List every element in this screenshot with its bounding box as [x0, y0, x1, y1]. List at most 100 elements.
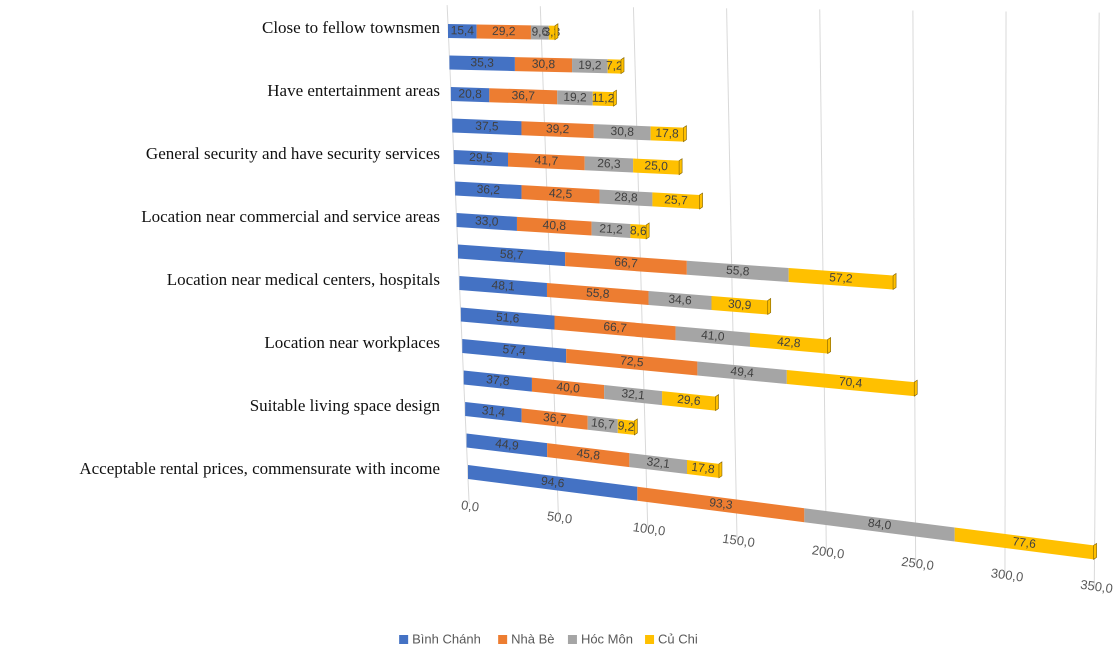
x-tick-label: 0,0: [460, 497, 480, 514]
bar-segment: [463, 370, 532, 392]
bar-segment: [788, 268, 894, 290]
value-label: 84,0: [867, 516, 892, 533]
value-label: 30,8: [610, 124, 634, 139]
bar-segment: [448, 24, 477, 39]
bar-segment: [514, 57, 573, 73]
bar-segment: [531, 377, 605, 400]
value-label: 93,3: [708, 495, 733, 512]
value-label: 58,7: [499, 247, 524, 263]
bar-segment: [521, 408, 588, 430]
bar-end-face: [699, 192, 703, 210]
bar-segment: [557, 90, 593, 106]
value-label: 29,2: [492, 24, 516, 38]
value-label: 49,4: [730, 364, 755, 380]
bar-segment: [459, 276, 547, 297]
value-label: 8,6: [630, 223, 648, 238]
bar-segment: [572, 58, 608, 74]
bar-segment: [468, 465, 638, 501]
value-label: 29,6: [677, 392, 702, 408]
x-tick-label: 50,0: [546, 508, 573, 526]
value-label: 48,1: [491, 278, 516, 294]
legend-swatch: [399, 635, 409, 644]
bar-segment: [465, 402, 522, 423]
category-label: Location near workplaces: [264, 333, 440, 352]
bar-segment: [607, 59, 622, 74]
value-label: 9,2: [617, 418, 635, 434]
bar-segment: [566, 348, 698, 376]
grid-line: [1004, 11, 1007, 577]
bar-segment: [592, 91, 614, 107]
category-label: Have entertainment areas: [267, 81, 440, 100]
value-label: 25,0: [644, 158, 668, 173]
bar-segment: [548, 25, 555, 40]
x-tick-label: 150,0: [721, 531, 755, 550]
bar-segment: [686, 459, 719, 478]
category-label: Location near medical centers, hospitals: [167, 270, 440, 289]
bar-end-face: [827, 336, 831, 355]
category-label: Location near commercial and service are…: [141, 207, 440, 226]
value-label: 30,8: [532, 57, 556, 72]
value-label: 41,7: [534, 153, 558, 168]
bar-segment: [547, 443, 630, 468]
value-label: 37,5: [475, 119, 499, 134]
bar-segment: [662, 391, 716, 411]
value-label: 40,0: [556, 379, 581, 395]
bar-segment: [507, 152, 585, 171]
value-label: 42,5: [549, 186, 573, 201]
legend-label: Củ Chi: [658, 631, 698, 646]
value-label: 39,2: [546, 121, 570, 136]
value-label: 25,7: [664, 192, 688, 207]
bar-segment: [637, 486, 805, 523]
bar-segment: [786, 369, 915, 397]
value-label: 35,3: [470, 55, 494, 70]
value-label: 17,8: [691, 460, 716, 477]
legend-swatch: [645, 635, 655, 644]
category-label: General security and have security servi…: [146, 144, 440, 163]
bar-segment: [675, 326, 750, 347]
value-label: 30,9: [727, 296, 752, 312]
bar-segment: [453, 150, 508, 167]
bar-segment: [546, 282, 649, 305]
bar-segment: [648, 290, 712, 310]
value-label: 29,5: [469, 150, 493, 165]
bar-segment: [804, 508, 955, 542]
value-label: 7,2: [606, 58, 623, 72]
value-label: 28,8: [614, 189, 638, 204]
bar-segment: [686, 260, 789, 283]
value-label: 33,0: [475, 213, 500, 228]
bar-end-face: [613, 89, 617, 107]
category-label: Suitable living space design: [250, 396, 441, 415]
legend-swatch: [567, 635, 577, 644]
bar-segment: [521, 121, 594, 139]
bar-end-face: [1093, 542, 1097, 560]
x-tick-label: 350,0: [1079, 577, 1113, 596]
bar-segment: [462, 339, 567, 363]
value-label: 72,5: [620, 353, 645, 369]
bar-end-face: [913, 379, 918, 397]
bar-segment: [584, 156, 634, 173]
bar-end-face: [678, 158, 683, 176]
bar-segment: [456, 213, 517, 231]
legend-label: Nhà Bè: [511, 631, 554, 646]
value-label: 70,4: [838, 374, 863, 390]
bar-end-face: [683, 125, 687, 143]
x-tick-label: 100,0: [632, 519, 666, 538]
bar-segment: [516, 216, 592, 236]
bar-end-face: [554, 23, 559, 41]
bar-segment: [565, 252, 687, 275]
value-label: 36,7: [511, 88, 535, 103]
value-label: 36,7: [542, 410, 567, 427]
value-label: 16,7: [590, 415, 615, 432]
bar-end-face: [634, 418, 638, 436]
bar-end-face: [620, 57, 625, 75]
value-label: 66,7: [614, 255, 639, 271]
bar-segment: [449, 55, 515, 72]
bar-segment: [466, 433, 548, 458]
category-label: Acceptable rental prices, commensurate w…: [79, 459, 440, 478]
value-label: 77,6: [1012, 534, 1037, 551]
x-tick-label: 200,0: [811, 542, 845, 561]
value-label: 44,9: [495, 436, 520, 453]
bar-segment: [617, 419, 635, 435]
bar-segment: [450, 87, 490, 103]
value-label: 36,2: [476, 182, 500, 197]
